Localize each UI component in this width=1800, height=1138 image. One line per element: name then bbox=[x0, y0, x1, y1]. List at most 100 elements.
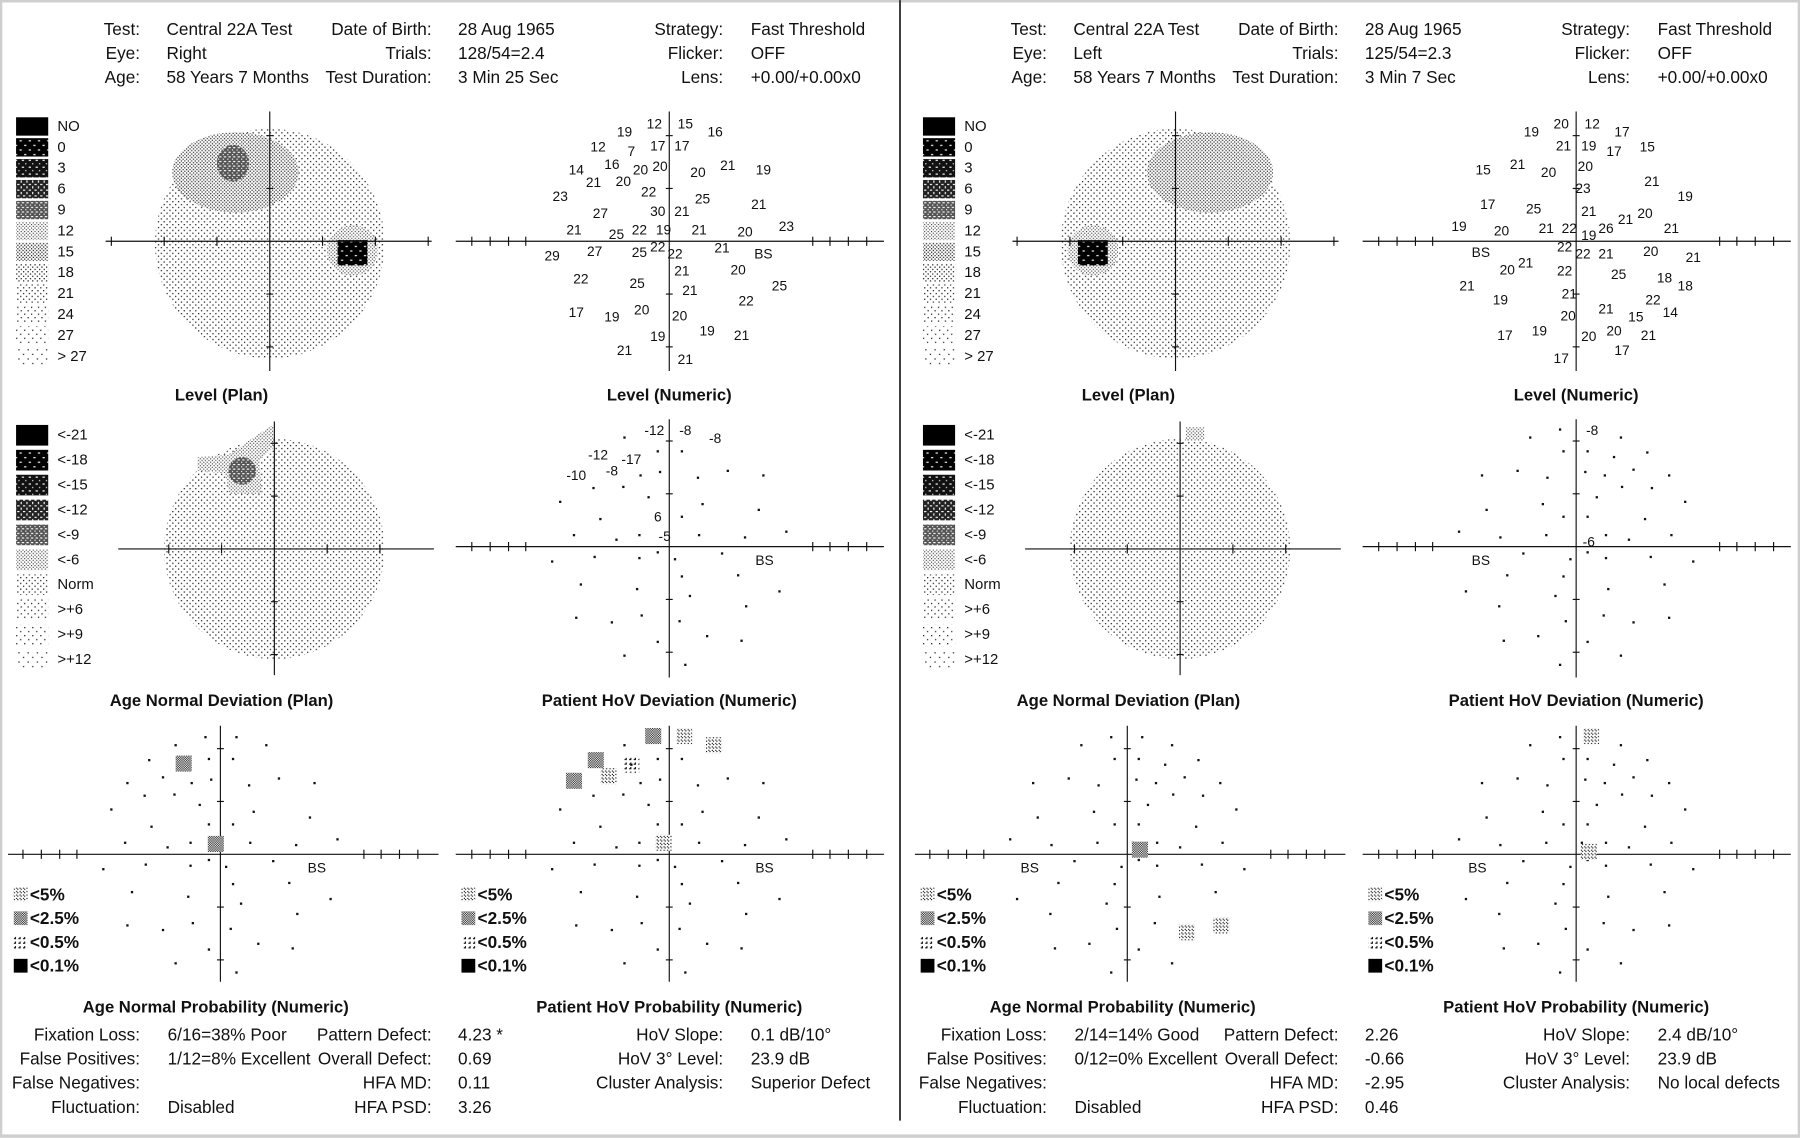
test-point bbox=[150, 825, 153, 828]
legend-label: <0.1% bbox=[1384, 956, 1433, 976]
test-point bbox=[623, 654, 626, 657]
legend-label: NO bbox=[964, 118, 986, 135]
test-point bbox=[1522, 860, 1525, 863]
level-value: 26 bbox=[1598, 221, 1614, 236]
legend-swatch bbox=[461, 958, 476, 973]
level-value: 19 bbox=[756, 163, 771, 178]
test-point bbox=[161, 776, 165, 779]
legend-label: 21 bbox=[964, 285, 981, 302]
test-point bbox=[1604, 533, 1608, 537]
stat-label: HFA PSD: bbox=[1261, 1097, 1338, 1117]
legend-label: 12 bbox=[57, 222, 74, 239]
header-label: Trials: bbox=[1292, 43, 1338, 63]
test-point bbox=[1604, 841, 1608, 844]
test-point bbox=[1649, 555, 1652, 559]
level-value: 21 bbox=[682, 283, 697, 298]
level-value: 15 bbox=[678, 117, 694, 132]
test-point bbox=[592, 486, 595, 490]
test-point bbox=[1558, 971, 1562, 974]
test-point bbox=[1684, 500, 1687, 503]
test-point bbox=[1464, 897, 1468, 901]
test-point bbox=[623, 744, 626, 747]
test-point bbox=[1137, 948, 1140, 951]
test-point bbox=[551, 868, 554, 871]
test-point bbox=[1586, 823, 1589, 826]
header-value: 58 Years 7 Months bbox=[166, 67, 309, 87]
plot-title: Patient HoV Deviation (Numeric) bbox=[1449, 691, 1704, 710]
legend-label: <5% bbox=[30, 884, 65, 904]
level-value: 21 bbox=[1581, 204, 1596, 219]
level-value: 21 bbox=[1686, 250, 1701, 265]
test-point bbox=[1545, 841, 1548, 844]
legend-swatch bbox=[920, 958, 935, 973]
test-point bbox=[148, 758, 151, 762]
test-point bbox=[1164, 763, 1167, 766]
legend-label: >+12 bbox=[57, 651, 91, 668]
test-point bbox=[1057, 881, 1060, 885]
header-value: Central 22A Test bbox=[166, 19, 292, 39]
blind-spot bbox=[1077, 240, 1108, 266]
legend-swatch bbox=[13, 911, 28, 926]
test-point bbox=[1612, 455, 1616, 459]
test-point bbox=[295, 843, 298, 847]
legend-label: <2.5% bbox=[30, 908, 79, 928]
test-point bbox=[1692, 868, 1695, 871]
legend-label: 18 bbox=[964, 264, 981, 281]
test-point bbox=[1562, 757, 1565, 761]
test-point bbox=[705, 635, 709, 638]
test-point bbox=[638, 556, 641, 560]
legend-swatch bbox=[16, 624, 49, 645]
test-point bbox=[1137, 858, 1140, 862]
test-point bbox=[204, 736, 207, 739]
blind-spot bbox=[337, 240, 368, 266]
header-label: Strategy: bbox=[1561, 19, 1630, 39]
test-point bbox=[1137, 823, 1140, 826]
stat-value: 0.46 bbox=[1365, 1097, 1398, 1117]
deviation-value: -10 bbox=[566, 468, 586, 483]
test-point bbox=[1586, 858, 1589, 862]
test-point bbox=[688, 902, 692, 905]
defect-patch bbox=[216, 144, 250, 182]
test-point bbox=[1670, 841, 1673, 844]
level-value: 21 bbox=[1539, 221, 1554, 236]
test-point bbox=[1584, 470, 1587, 474]
test-point bbox=[658, 778, 662, 781]
test-point bbox=[329, 897, 332, 901]
test-point bbox=[1604, 556, 1608, 560]
test-point bbox=[785, 838, 788, 841]
test-point bbox=[1663, 583, 1666, 586]
level-value: 21 bbox=[674, 264, 689, 279]
test-point bbox=[189, 841, 192, 844]
test-point bbox=[1120, 865, 1123, 869]
level-value: 21 bbox=[720, 158, 735, 173]
test-point bbox=[575, 924, 578, 927]
legend-swatch bbox=[1368, 911, 1383, 926]
legend-label: 15 bbox=[964, 243, 981, 260]
stat-label: False Positives: bbox=[926, 1049, 1046, 1069]
legend-swatch bbox=[922, 242, 956, 262]
header-label: Test: bbox=[1011, 19, 1047, 39]
test-point bbox=[1643, 517, 1647, 521]
header-value: +0.00/+0.00x0 bbox=[1658, 67, 1768, 87]
legend-label: <0.5% bbox=[30, 932, 79, 952]
test-point bbox=[1170, 962, 1174, 965]
test-point bbox=[1586, 450, 1589, 453]
test-point bbox=[736, 881, 740, 885]
test-point bbox=[207, 858, 211, 862]
test-point bbox=[198, 803, 201, 807]
stat-label: Cluster Analysis: bbox=[1503, 1073, 1630, 1093]
test-point bbox=[1502, 639, 1505, 642]
probability-flag bbox=[655, 834, 672, 851]
test-point bbox=[757, 508, 760, 512]
legend-swatch bbox=[16, 138, 49, 157]
test-point bbox=[678, 620, 681, 623]
test-point bbox=[1646, 451, 1649, 454]
legend-label: >+9 bbox=[57, 626, 83, 643]
test-point bbox=[231, 757, 235, 761]
plot-title: Age Normal Deviation (Plan) bbox=[110, 691, 334, 710]
blind-spot-label: BS bbox=[755, 553, 773, 568]
test-point bbox=[599, 825, 602, 828]
stat-value: 4.23 * bbox=[458, 1024, 503, 1044]
legend-swatch bbox=[16, 524, 49, 546]
